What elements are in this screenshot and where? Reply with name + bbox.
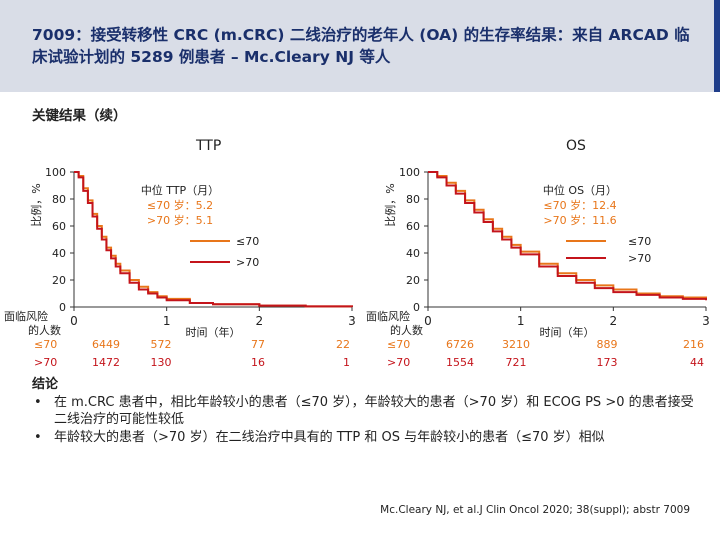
risk-count: 22 — [336, 338, 350, 351]
legend-label: >70 — [236, 256, 259, 269]
x-axis-label: 时间（年） — [540, 325, 595, 339]
risk-count: 173 — [597, 356, 618, 369]
conclusion-heading: 结论 — [32, 377, 59, 392]
risk-group-label: ≤70 — [34, 338, 57, 351]
os-plot-title: OS — [566, 138, 586, 154]
risk-group-label: >70 — [387, 356, 410, 369]
risk-count: 721 — [506, 356, 527, 369]
x-tick-label: 0 — [424, 314, 432, 328]
legend-label: ≤70 — [628, 235, 651, 248]
x-tick-label: 0 — [70, 314, 78, 328]
median-header: 中位 TTP（月） — [141, 183, 219, 197]
median-value: ≤70 岁：12.4 — [543, 198, 616, 212]
median-value: ≤70 岁：5.2 — [147, 198, 213, 212]
slide-title: 7009：接受转移性 CRC (m.CRC) 二线治疗的老年人 (OA) 的生存… — [32, 26, 690, 66]
y-tick-label: 80 — [406, 193, 420, 206]
y-tick-label: 20 — [52, 274, 66, 287]
risk-group-label: >70 — [34, 356, 57, 369]
x-tick-label: 3 — [348, 314, 356, 328]
x-tick-label: 3 — [702, 314, 710, 328]
legend-label: >70 — [628, 252, 651, 265]
x-axis-label: 时间（年） — [186, 325, 241, 339]
risk-count: 1554 — [446, 356, 474, 369]
median-value: >70 岁：5.1 — [147, 213, 213, 227]
risk-count: 3210 — [502, 338, 530, 351]
km-curve-gt70 — [74, 171, 353, 308]
km-curve-gt70 — [428, 171, 707, 301]
risk-count: 1472 — [92, 356, 120, 369]
risk-table-label: 面临风险 — [4, 309, 48, 323]
y-tick-label: 60 — [406, 220, 420, 233]
y-tick-label: 0 — [413, 301, 420, 314]
x-tick-label: 1 — [517, 314, 525, 328]
risk-table-label: 面临风险 — [366, 309, 410, 323]
y-tick-label: 0 — [59, 301, 66, 314]
y-axis-label: 比例，% — [383, 183, 397, 226]
x-tick-label: 1 — [163, 314, 171, 328]
risk-count: 16 — [251, 356, 265, 369]
risk-count: 216 — [683, 338, 704, 351]
x-tick-label: 2 — [610, 314, 618, 328]
y-tick-label: 100 — [399, 166, 420, 179]
risk-group-label: ≤70 — [387, 338, 410, 351]
y-tick-label: 80 — [52, 193, 66, 206]
risk-count: 572 — [151, 338, 172, 351]
x-tick-label: 2 — [256, 314, 264, 328]
y-axis-label: 比例，% — [29, 183, 43, 226]
citation: Mc.Cleary NJ, et al.J Clin Oncol 2020; 3… — [380, 504, 690, 516]
risk-table-label: 的人数 — [390, 323, 423, 337]
ttp-plot-title: TTP — [196, 138, 222, 154]
y-tick-label: 20 — [406, 274, 420, 287]
y-tick-label: 60 — [52, 220, 66, 233]
conclusion-bullet: 年龄较大的患者（>70 岁）在二线治疗中具有的 TTP 和 OS 与年龄较小的患… — [32, 429, 702, 447]
conclusion-list: 在 m.CRC 患者中，相比年龄较小的患者（≤70 岁），年龄较大的患者（>70… — [32, 394, 702, 447]
y-tick-label: 100 — [45, 166, 66, 179]
risk-count: 6449 — [92, 338, 120, 351]
risk-count: 44 — [690, 356, 704, 369]
y-tick-label: 40 — [52, 247, 66, 260]
header-accent-bar — [714, 0, 720, 92]
risk-count: 130 — [151, 356, 172, 369]
header-band: 7009：接受转移性 CRC (m.CRC) 二线治疗的老年人 (OA) 的生存… — [0, 0, 720, 92]
y-tick-label: 40 — [406, 247, 420, 260]
risk-table-label: 的人数 — [28, 323, 61, 337]
risk-count: 6726 — [446, 338, 474, 351]
section-subtitle: 关键结果（续） — [32, 108, 127, 124]
median-value: >70 岁：11.6 — [543, 213, 616, 227]
risk-count: 77 — [251, 338, 265, 351]
median-header: 中位 OS（月） — [543, 183, 617, 197]
risk-count: 1 — [343, 356, 350, 369]
conclusion-bullet: 在 m.CRC 患者中，相比年龄较小的患者（≤70 岁），年龄较大的患者（>70… — [32, 394, 702, 429]
conclusion-block: 结论 在 m.CRC 患者中，相比年龄较小的患者（≤70 岁），年龄较大的患者（… — [32, 376, 702, 446]
legend-label: ≤70 — [236, 235, 259, 248]
risk-count: 889 — [597, 338, 618, 351]
